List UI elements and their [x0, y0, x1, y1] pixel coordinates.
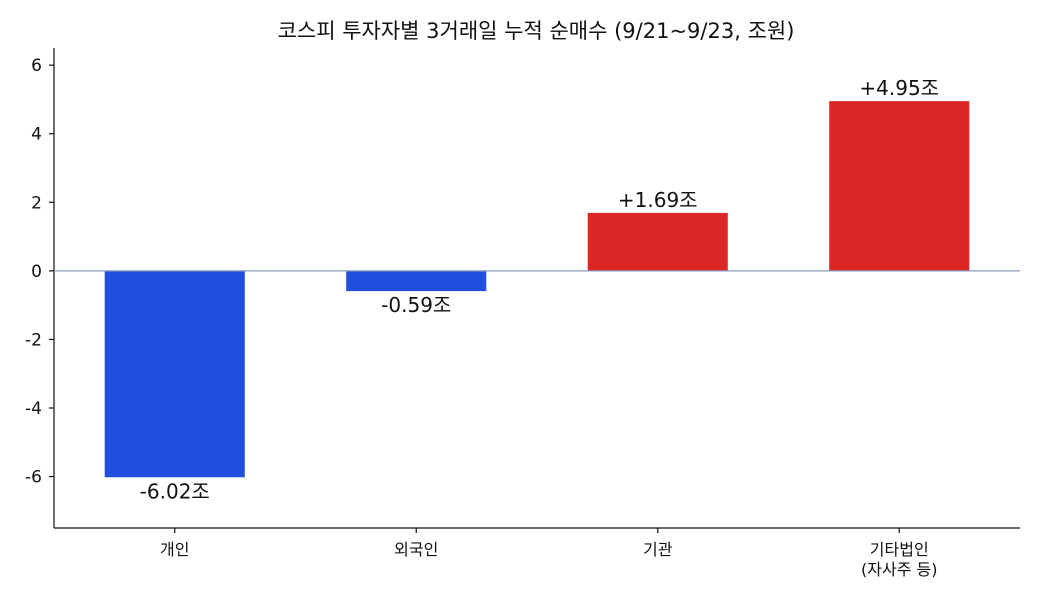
y-tick-label: -6	[25, 468, 42, 488]
y-axis: -6 -4 -2 0 2 4 6	[25, 48, 55, 528]
x-tick-label: 기관	[643, 540, 673, 559]
bar	[587, 212, 728, 271]
y-tick-label: 2	[31, 193, 42, 213]
data-labels: -6.02조 -0.59조 +1.69조 +4.95조	[54, 76, 1020, 503]
y-tick-label: 4	[31, 125, 42, 145]
chart-title: 코스피 투자자별 3거래일 누적 순매수 (9/21~9/23, 조원)	[278, 19, 795, 43]
bar	[346, 270, 487, 292]
x-axis: 개인 외국인 기관 기타법인 (자사주 등)	[54, 527, 1020, 579]
bar	[104, 270, 245, 478]
y-tick-label: 6	[31, 56, 42, 76]
data-label: -0.59조	[381, 293, 451, 317]
data-label: -6.02조	[140, 479, 210, 503]
x-tick-label: 외국인	[394, 540, 438, 559]
x-tick-label: 개인	[160, 540, 189, 559]
y-tick-label: -4	[25, 399, 42, 419]
y-tick-label: 0	[31, 262, 42, 282]
data-label: +4.95조	[859, 76, 939, 100]
bar	[829, 101, 970, 271]
bars	[104, 101, 970, 478]
data-label: +1.69조	[618, 188, 698, 212]
x-tick-label: 기타법인 (자사주 등)	[861, 540, 937, 579]
y-tick-label: -2	[25, 330, 42, 350]
